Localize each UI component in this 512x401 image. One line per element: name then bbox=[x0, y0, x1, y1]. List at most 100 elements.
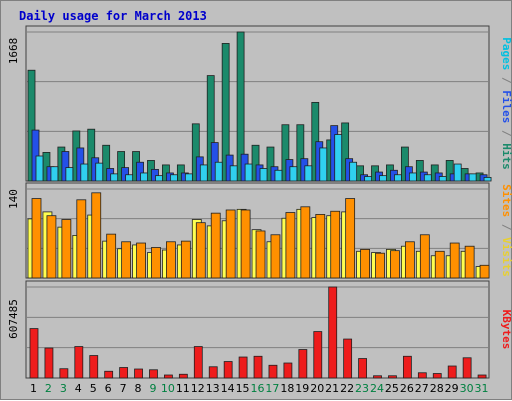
bar-pages-day-7 bbox=[125, 174, 134, 182]
x-tick-label-day-21: 21 bbox=[325, 382, 339, 395]
legend-bottom: KBytes bbox=[500, 310, 512, 350]
x-tick-label-day-5: 5 bbox=[90, 382, 97, 395]
bar-kbytes-day-15 bbox=[238, 356, 248, 379]
bar-pages-day-23 bbox=[364, 176, 372, 182]
bar-hits-day-16 bbox=[251, 144, 260, 182]
bar-hits-day-29 bbox=[445, 160, 454, 182]
bar-kbytes-day-7 bbox=[119, 367, 129, 379]
bar-sites-day-12 bbox=[195, 222, 206, 279]
bar-kbytes-day-30 bbox=[462, 357, 472, 379]
x-tick-label-day-3: 3 bbox=[60, 382, 67, 395]
bar-files-day-1 bbox=[31, 129, 40, 182]
bar-sites-day-4 bbox=[76, 199, 87, 279]
y-max-label-middle: 140 bbox=[7, 189, 20, 209]
bar-files-day-9 bbox=[151, 168, 159, 182]
bar-sites-day-15 bbox=[240, 209, 251, 279]
bar-sites-day-26 bbox=[404, 241, 415, 279]
bar-kbytes-day-11 bbox=[178, 373, 188, 379]
bar-pages-day-10 bbox=[170, 174, 178, 182]
bar-kbytes-day-20 bbox=[313, 331, 323, 379]
bar-pages-day-4 bbox=[80, 163, 89, 182]
x-tick-label-day-11: 11 bbox=[176, 382, 190, 395]
bar-kbytes-day-17 bbox=[268, 364, 278, 379]
x-tick-label-day-25: 25 bbox=[385, 382, 399, 395]
bar-hits-day-12 bbox=[191, 123, 200, 182]
x-tick-label-day-4: 4 bbox=[75, 382, 82, 395]
bar-files-day-7 bbox=[121, 167, 130, 182]
bar-pages-day-6 bbox=[110, 173, 119, 182]
bar-hits-day-15 bbox=[236, 31, 245, 182]
bar-kbytes-day-12 bbox=[193, 346, 203, 379]
x-tick-label-day-24: 24 bbox=[370, 382, 384, 395]
bar-sites-day-29 bbox=[449, 242, 460, 279]
bar-sites-day-27 bbox=[419, 234, 430, 279]
chart-title: Daily usage for March 2013 bbox=[19, 9, 207, 23]
bar-kbytes-day-9 bbox=[149, 369, 158, 379]
legend-middle: Sites / Visits bbox=[500, 184, 512, 277]
bar-sites-day-23 bbox=[360, 248, 370, 279]
bar-sites-day-14 bbox=[225, 209, 236, 279]
bar-pages-day-19 bbox=[304, 165, 313, 182]
x-tick-label-day-28: 28 bbox=[430, 382, 444, 395]
bar-kbytes-day-10 bbox=[164, 374, 173, 379]
bar-hits-day-5 bbox=[87, 128, 96, 182]
bar-sites-day-10 bbox=[166, 241, 176, 279]
x-tick-label-day-2: 2 bbox=[45, 382, 52, 395]
bar-kbytes-day-5 bbox=[89, 355, 99, 379]
x-tick-label-day-26: 26 bbox=[400, 382, 414, 395]
bar-kbytes-day-2 bbox=[44, 347, 54, 379]
x-tick-label-day-30: 30 bbox=[460, 382, 474, 395]
bar-hits-day-19 bbox=[296, 124, 305, 182]
bar-pages-day-13 bbox=[214, 161, 223, 182]
x-tick-label-day-27: 27 bbox=[415, 382, 429, 395]
bar-kbytes-day-1 bbox=[29, 328, 39, 379]
bar-sites-day-28 bbox=[434, 250, 445, 279]
x-tick-label-day-13: 13 bbox=[206, 382, 220, 395]
bar-sites-day-11 bbox=[180, 240, 191, 279]
x-tick-label-day-6: 6 bbox=[105, 382, 112, 395]
bar-pages-day-20 bbox=[319, 147, 328, 182]
bar-kbytes-day-14 bbox=[223, 361, 233, 379]
bar-kbytes-day-28 bbox=[432, 373, 442, 379]
bar-kbytes-day-19 bbox=[298, 349, 308, 379]
legend-part: / bbox=[500, 217, 512, 237]
bar-pages-day-30 bbox=[468, 173, 477, 182]
bar-pages-day-2 bbox=[50, 166, 59, 182]
bar-pages-day-25 bbox=[394, 174, 402, 182]
bar-files-day-13 bbox=[210, 142, 219, 182]
bar-kbytes-day-16 bbox=[253, 355, 263, 379]
bar-kbytes-day-23 bbox=[358, 358, 367, 379]
legend-part: / bbox=[500, 123, 512, 143]
x-tick-label-day-8: 8 bbox=[135, 382, 142, 395]
bar-sites-day-8 bbox=[136, 242, 146, 279]
bar-kbytes-day-8 bbox=[134, 368, 143, 379]
legend-part: Visits bbox=[500, 237, 512, 277]
bar-pages-day-22 bbox=[349, 161, 358, 182]
x-tick-label-day-29: 29 bbox=[445, 382, 459, 395]
bar-hits-day-1 bbox=[27, 69, 36, 182]
bar-sites-day-7 bbox=[121, 241, 132, 279]
bar-sites-day-5 bbox=[91, 192, 102, 279]
x-tick-label-day-1: 1 bbox=[30, 382, 37, 395]
bar-hits-day-7 bbox=[117, 151, 126, 182]
legend-part: Hits bbox=[500, 143, 512, 170]
bar-pages-day-18 bbox=[289, 166, 298, 182]
bar-sites-day-20 bbox=[315, 214, 326, 279]
bar-sites-day-22 bbox=[345, 198, 356, 279]
bar-pages-day-12 bbox=[199, 164, 208, 182]
x-tick-label-day-7: 7 bbox=[120, 382, 127, 395]
bar-kbytes-day-3 bbox=[59, 368, 69, 379]
x-tick-label-day-18: 18 bbox=[280, 382, 294, 395]
bar-pages-day-26 bbox=[408, 172, 417, 182]
bar-pages-day-17 bbox=[274, 169, 283, 182]
bar-sites-day-18 bbox=[285, 212, 296, 279]
bar-kbytes-day-13 bbox=[208, 366, 218, 379]
legend-part: KBytes bbox=[500, 310, 512, 350]
x-tick-label-day-9: 9 bbox=[149, 382, 156, 395]
y-max-label-top: 1668 bbox=[7, 38, 20, 65]
x-tick-label-day-12: 12 bbox=[191, 382, 205, 395]
bar-sites-day-16 bbox=[255, 230, 266, 279]
bar-pages-day-27 bbox=[423, 174, 432, 182]
